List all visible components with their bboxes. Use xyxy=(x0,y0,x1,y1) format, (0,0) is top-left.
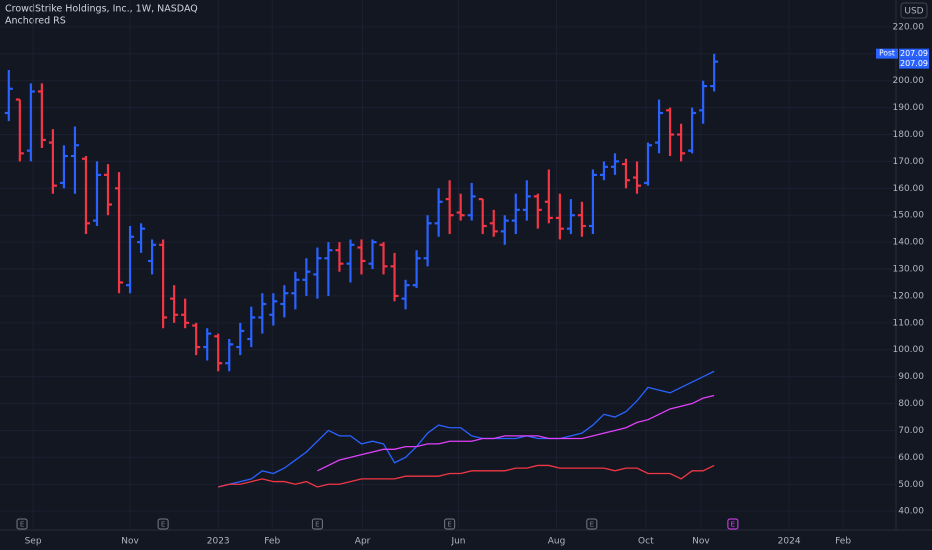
price-tag-box xyxy=(876,48,898,59)
event-marker xyxy=(16,518,28,530)
currency-button[interactable] xyxy=(900,2,928,19)
event-label: E xyxy=(315,521,319,529)
indicator-line xyxy=(317,394,715,472)
x-tick-label: 2024 xyxy=(778,537,801,547)
event-label: E xyxy=(20,521,24,529)
y-tick-label: 160.00 xyxy=(893,184,925,194)
y-tick-label: 220.00 xyxy=(893,22,925,32)
y-tick-label: 120.00 xyxy=(893,291,925,301)
y-tick-label: 70.00 xyxy=(898,426,924,436)
x-tick-label: Nov xyxy=(121,537,139,547)
x-tick-label: Apr xyxy=(355,537,371,547)
x-tick-label: Aug xyxy=(548,537,566,547)
x-tick-label: 2023 xyxy=(207,537,230,547)
y-tick-label: 110.00 xyxy=(893,318,925,328)
event-marker xyxy=(311,518,323,530)
currency-label[interactable]: USD xyxy=(904,7,923,17)
event-marker xyxy=(727,518,739,530)
price-box xyxy=(899,58,929,69)
x-tick-label: Oct xyxy=(638,537,654,547)
y-tick-label: 40.00 xyxy=(898,507,924,517)
x-tick-label: Jun xyxy=(450,537,465,547)
price-box xyxy=(899,48,929,59)
y-tick-label: 170.00 xyxy=(893,157,925,167)
y-tick-label: 100.00 xyxy=(893,345,925,355)
event-marker xyxy=(157,518,169,530)
y-tick-label: 50.00 xyxy=(898,480,924,490)
x-tick-label: Sep xyxy=(25,537,42,547)
y-tick-label: 140.00 xyxy=(893,238,925,248)
indicator-line xyxy=(218,370,715,488)
event-label: E xyxy=(731,521,735,529)
y-tick-label: 190.00 xyxy=(893,103,925,113)
price-label: 207.09 xyxy=(900,59,928,68)
price-tag-label: Post xyxy=(879,49,895,58)
x-tick-label: Feb xyxy=(835,537,851,547)
y-tick-label: 200.00 xyxy=(893,76,925,86)
event-marker xyxy=(444,518,456,530)
y-tick-label: 180.00 xyxy=(893,130,925,140)
y-tick-label: 130.00 xyxy=(893,265,925,275)
x-tick-label: Feb xyxy=(264,537,280,547)
event-label: E xyxy=(161,521,165,529)
event-label: E xyxy=(590,521,594,529)
y-tick-label: 80.00 xyxy=(898,399,924,409)
y-tick-label: 60.00 xyxy=(898,453,924,463)
event-marker xyxy=(586,518,598,530)
y-tick-label: 150.00 xyxy=(893,211,925,221)
x-tick-label: Nov xyxy=(692,537,710,547)
event-label: E xyxy=(447,521,451,529)
symbol-title: CrowdStrike Holdings, Inc., 1W, NASDAQ xyxy=(5,4,198,15)
price-label: 207.09 xyxy=(900,49,928,58)
y-tick-label: 90.00 xyxy=(898,372,924,382)
indicator-title: Anchored RS xyxy=(5,16,66,27)
indicator-line xyxy=(218,464,715,488)
